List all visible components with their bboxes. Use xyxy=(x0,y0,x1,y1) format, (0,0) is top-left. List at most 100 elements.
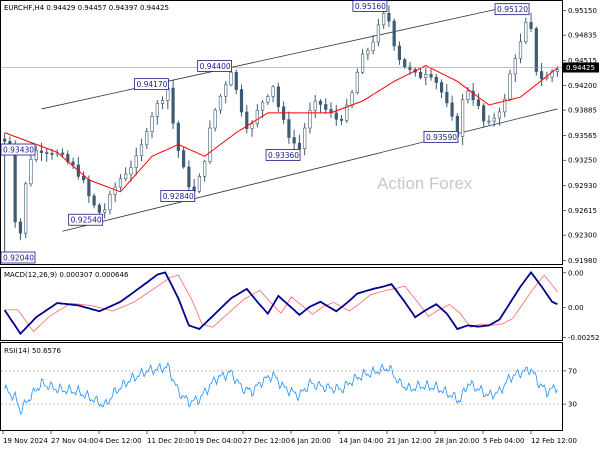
svg-text:0.95160: 0.95160 xyxy=(355,2,386,11)
time-tick-label: 28 Jan 20:00 xyxy=(435,437,479,445)
candle-body xyxy=(271,86,275,97)
svg-text:0.93360: 0.93360 xyxy=(268,151,299,160)
candle-body xyxy=(450,102,454,117)
candle-body xyxy=(139,144,144,157)
moving-average-line xyxy=(4,64,558,193)
svg-text:0.94425: 0.94425 xyxy=(566,64,595,72)
candle-body xyxy=(145,131,149,146)
rsi-tick-label: 30 xyxy=(568,401,577,409)
candle-body xyxy=(134,155,138,168)
swing-label: 0.93590 xyxy=(423,130,459,143)
candle-body xyxy=(197,175,202,192)
price-tick-label: 0.94515 xyxy=(568,57,597,65)
candle-body xyxy=(39,150,44,153)
candle-body xyxy=(292,137,296,144)
svg-text:0.92840: 0.92840 xyxy=(163,192,194,201)
candle-body xyxy=(92,195,96,206)
candle-body xyxy=(492,117,496,122)
candle-body xyxy=(129,167,133,175)
swing-label: 0.94400 xyxy=(197,60,233,72)
time-tick-label: 5 Feb 04:00 xyxy=(483,437,524,445)
candle-body xyxy=(376,24,380,43)
time-tick-label: 6 Jan 20:00 xyxy=(291,437,331,445)
swing-label: 0.92040 xyxy=(0,251,36,264)
candle-body xyxy=(371,41,375,51)
candle-body xyxy=(534,28,538,72)
price-tick-label: 0.93250 xyxy=(568,157,597,165)
rsi-pane-frame xyxy=(0,342,563,431)
candle-body xyxy=(418,71,423,78)
price-tick-label: 0.92615 xyxy=(568,207,597,215)
candle-body xyxy=(476,99,481,106)
candle-body xyxy=(387,12,391,22)
swing-label: 0.93430 xyxy=(0,143,36,156)
candle-body xyxy=(466,90,470,100)
candle-body xyxy=(229,72,233,86)
candle-body xyxy=(313,100,317,111)
macd-tick-label: 0.00 xyxy=(568,269,584,277)
candle-body xyxy=(255,109,259,125)
candle-body xyxy=(350,92,354,106)
candle-body xyxy=(539,71,544,79)
channel-lower-line xyxy=(62,108,558,232)
candle-body xyxy=(24,183,28,234)
candle-body xyxy=(208,127,212,162)
candle-body xyxy=(303,127,307,150)
swing-label: 0.94170 xyxy=(134,78,169,91)
candle-body xyxy=(176,122,180,151)
svg-text:0.92040: 0.92040 xyxy=(3,254,34,263)
candle-body xyxy=(260,101,265,111)
candle-body xyxy=(97,204,101,213)
candle-body xyxy=(250,123,254,129)
time-tick-label: 19 Dec 04:00 xyxy=(195,437,242,445)
candle-body xyxy=(18,221,23,234)
candle-body xyxy=(118,178,123,188)
macd-title: MACD(12,26,9) 0.000307 0.000646 xyxy=(4,271,129,279)
svg-text:0.93430: 0.93430 xyxy=(3,146,34,155)
current-price-box: 0.94425 xyxy=(563,62,599,73)
candle-body xyxy=(324,104,328,110)
candle-body xyxy=(13,147,17,223)
candle-body xyxy=(408,66,412,70)
candle-body xyxy=(239,89,244,113)
macd-tick-label: -0.002521 xyxy=(568,334,600,342)
candle-body xyxy=(439,82,444,93)
svg-text:0.94170: 0.94170 xyxy=(136,80,167,89)
candle-body xyxy=(81,176,86,181)
candle-body xyxy=(334,112,338,120)
candle-body xyxy=(266,96,270,103)
candle-body xyxy=(234,72,238,90)
macd-main-line xyxy=(3,270,558,336)
time-tick-label: 27 Nov 04:00 xyxy=(51,437,98,445)
candle-body xyxy=(555,69,559,72)
price-tick-label: 0.92930 xyxy=(568,182,597,190)
candle-body xyxy=(124,173,128,180)
svg-text:0.95120: 0.95120 xyxy=(497,5,528,14)
time-tick-label: 4 Dec 12:00 xyxy=(99,437,142,445)
swing-label: 0.93360 xyxy=(265,149,301,161)
candle-body xyxy=(3,138,7,142)
candle-body xyxy=(461,99,465,137)
candle-body xyxy=(187,166,191,188)
price-tick-label: 0.93885 xyxy=(568,107,597,115)
candle-body xyxy=(297,142,302,150)
candle-body xyxy=(518,41,523,59)
price-tick-label: 0.94200 xyxy=(568,82,597,90)
candle-body xyxy=(471,90,475,101)
swing-label: 0.92840 xyxy=(160,190,196,202)
time-tick-label: 21 Jan 12:00 xyxy=(387,437,431,445)
candle-body xyxy=(160,100,165,104)
candle-body xyxy=(71,161,75,166)
time-tick-label: 19 Nov 2024 xyxy=(3,437,48,445)
candle-body xyxy=(103,209,107,213)
candle-body xyxy=(482,105,486,122)
svg-text:0.92540: 0.92540 xyxy=(71,216,102,225)
trend-channel xyxy=(41,3,558,232)
candle-body xyxy=(276,86,280,108)
candle-body xyxy=(487,120,491,123)
candle-body xyxy=(345,104,349,121)
swing-label: 0.95120 xyxy=(494,3,530,16)
macd-axis: 0.00 0.00 -0.002521 xyxy=(562,269,600,342)
price-tick-label: 0.92300 xyxy=(568,232,597,240)
